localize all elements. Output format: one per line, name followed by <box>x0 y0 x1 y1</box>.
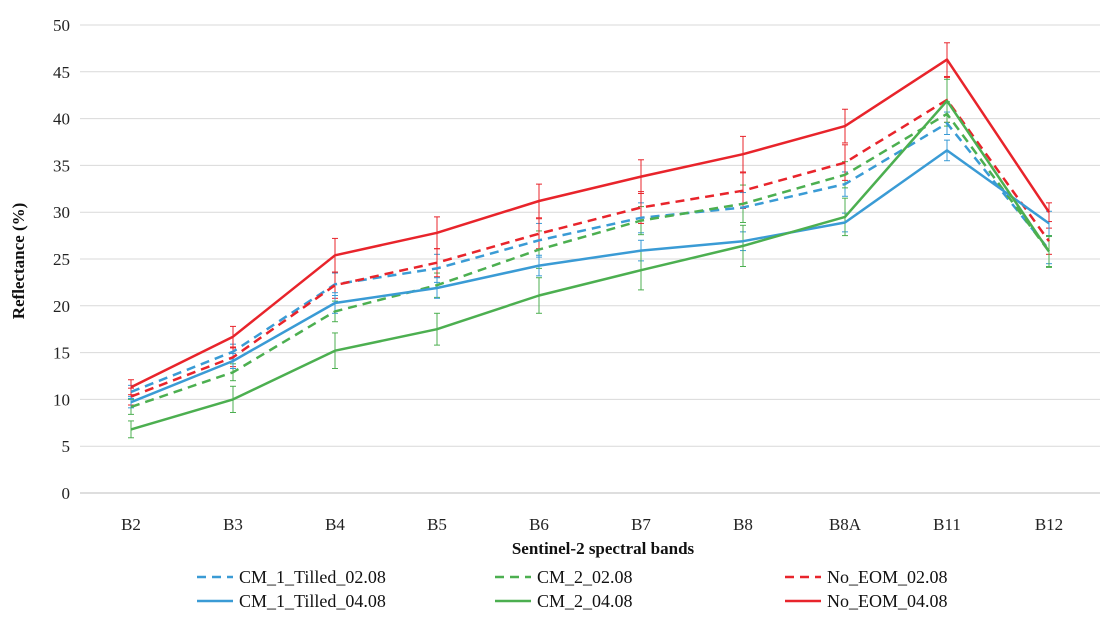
legend-item: CM_1_Tilled_04.08 <box>197 591 386 611</box>
legend: CM_1_Tilled_02.08 CM_2_02.08 No_EOM_02.08 C… <box>197 567 948 611</box>
legend-label: No_EOM_02.08 <box>827 567 948 587</box>
y-tick-label: 30 <box>53 203 70 222</box>
x-axis-ticks: B2 B3 B4 B5 B6 B7 B8 B8A B11 B12 <box>121 515 1063 534</box>
legend-label: CM_1_Tilled_04.08 <box>239 591 386 611</box>
x-tick-label: B6 <box>529 515 549 534</box>
legend-item: CM_1_Tilled_02.08 <box>197 567 386 587</box>
legend-label: CM_1_Tilled_02.08 <box>239 567 386 587</box>
x-tick-label: B2 <box>121 515 141 534</box>
series-line <box>130 112 1051 409</box>
y-axis-title: Reflectance (%) <box>9 203 28 320</box>
x-tick-label: B11 <box>933 515 961 534</box>
legend-item: CM_2_02.08 <box>495 567 633 587</box>
y-tick-label: 40 <box>53 110 70 129</box>
y-tick-label: 5 <box>62 437 71 456</box>
y-tick-label: 45 <box>53 63 70 82</box>
x-tick-label: B8A <box>829 515 862 534</box>
x-axis-title: Sentinel-2 spectral bands <box>512 539 695 558</box>
y-tick-label: 35 <box>53 156 70 175</box>
series-line <box>130 58 1051 389</box>
y-tick-label: 25 <box>53 250 70 269</box>
legend-label: No_EOM_04.08 <box>827 591 948 611</box>
y-tick-label: 10 <box>53 390 70 409</box>
series-lines <box>130 58 1051 431</box>
y-tick-label: 50 <box>53 16 70 35</box>
x-tick-label: B5 <box>427 515 447 534</box>
y-tick-label: 20 <box>53 297 70 316</box>
x-tick-label: B4 <box>325 515 345 534</box>
error-bars <box>128 42 1052 439</box>
series-line <box>130 149 1050 404</box>
y-tick-label: 15 <box>53 344 70 363</box>
x-tick-label: B7 <box>631 515 651 534</box>
y-axis-ticks: 0 5 10 15 20 25 30 35 40 45 50 <box>53 16 70 503</box>
x-tick-label: B12 <box>1035 515 1063 534</box>
series-line <box>130 99 1051 431</box>
legend-label: CM_2_02.08 <box>537 567 633 587</box>
legend-item: CM_2_04.08 <box>495 591 633 611</box>
x-tick-label: B8 <box>733 515 753 534</box>
y-tick-label: 0 <box>62 484 71 503</box>
legend-item: No_EOM_04.08 <box>785 591 948 611</box>
series-line <box>130 98 1051 398</box>
series-line <box>130 122 1050 394</box>
legend-item: No_EOM_02.08 <box>785 567 948 587</box>
legend-label: CM_2_04.08 <box>537 591 633 611</box>
x-tick-label: B3 <box>223 515 243 534</box>
